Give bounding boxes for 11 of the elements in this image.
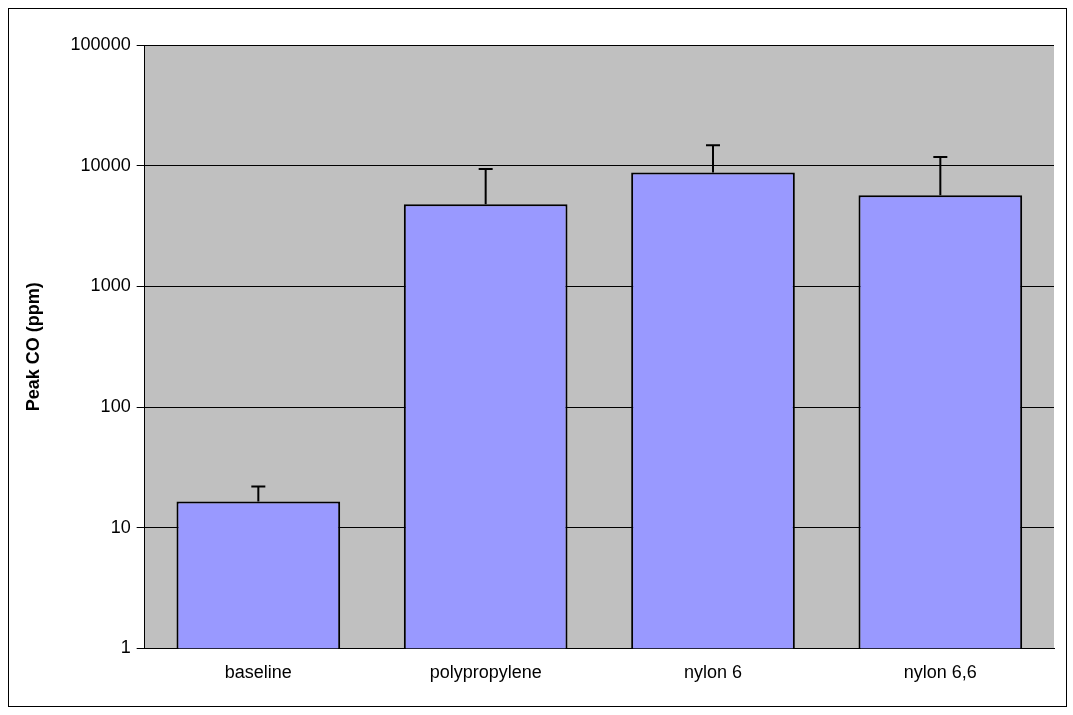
y-tick-label: 10 — [110, 516, 131, 537]
y-tick-label: 1000 — [90, 275, 131, 296]
x-tick-label: nylon 6,6 — [903, 662, 977, 683]
y-tick-label: 100 — [100, 396, 131, 417]
y-tick-label: 100000 — [70, 33, 131, 54]
y-axis-title: Peak CO (ppm) — [22, 282, 43, 412]
y-tick-label: 1 — [120, 637, 131, 658]
x-tick-label: polypropylene — [429, 662, 542, 683]
x-tick-label: baseline — [224, 662, 292, 683]
x-tick-label: nylon 6 — [683, 662, 743, 683]
y-tick-label: 10000 — [80, 154, 131, 175]
